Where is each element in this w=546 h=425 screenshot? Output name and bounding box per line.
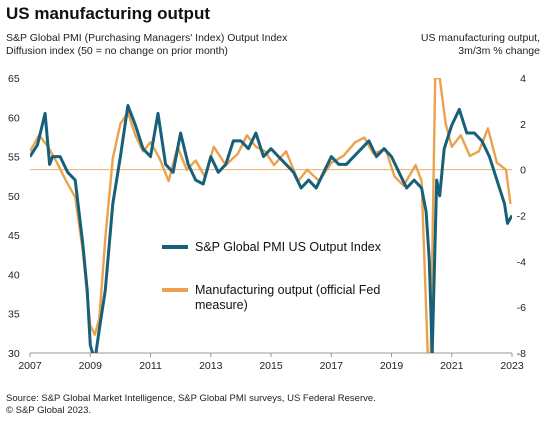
x-tick-label: 2007 bbox=[18, 360, 42, 372]
copyright-line: © S&P Global 2023. bbox=[6, 405, 91, 416]
left-y-tick-label: 55 bbox=[8, 152, 20, 164]
x-tick-label: 2017 bbox=[320, 360, 344, 372]
right-y-tick-label: -8 bbox=[517, 348, 526, 360]
x-tick-label: 2019 bbox=[380, 360, 404, 372]
left-y-tick-label: 45 bbox=[8, 230, 20, 242]
right-y-tick-label: -2 bbox=[517, 211, 526, 223]
x-tick-label: 2023 bbox=[500, 360, 524, 372]
x-tick-label: 2015 bbox=[259, 360, 283, 372]
right-y-tick-label: -4 bbox=[517, 256, 526, 268]
x-tick-label: 2011 bbox=[139, 360, 162, 372]
left-y-tick-label: 35 bbox=[8, 309, 20, 321]
right-axis-subtitle: US manufacturing output, 3m/3m % change bbox=[421, 32, 540, 58]
x-tick-label: 2009 bbox=[79, 360, 103, 372]
source-note: Source: S&P Global Market Intelligence, … bbox=[6, 393, 376, 417]
x-tick-label: 2013 bbox=[199, 360, 223, 372]
source-line: Source: S&P Global Market Intelligence, … bbox=[6, 393, 376, 404]
legend-label-pmi: S&P Global PMI US Output Index bbox=[195, 240, 382, 254]
left-y-tick-label: 60 bbox=[8, 112, 20, 124]
left-subtitle-line-2: Diffusion index (50 = no change on prior… bbox=[6, 45, 228, 57]
right-subtitle-line-2: 3m/3m % change bbox=[458, 45, 540, 57]
right-subtitle-line-1: US manufacturing output, bbox=[420, 32, 540, 44]
right-y-tick-label: -6 bbox=[517, 302, 526, 314]
legend-label-output: Manufacturing output (official Fed measur… bbox=[195, 283, 380, 312]
left-axis-subtitle: S&P Global PMI (Purchasing Managers' Ind… bbox=[6, 32, 287, 58]
right-y-tick-label: 0 bbox=[520, 165, 526, 177]
left-y-tick-label: 40 bbox=[8, 269, 20, 281]
right-y-tick-label: 2 bbox=[520, 119, 526, 131]
left-y-tick-label: 65 bbox=[8, 73, 20, 85]
left-y-tick-label: 30 bbox=[8, 348, 20, 360]
x-tick-label: 2021 bbox=[440, 360, 464, 372]
left-y-tick-label: 50 bbox=[8, 191, 20, 203]
left-subtitle-line-1: S&P Global PMI (Purchasing Managers' Ind… bbox=[6, 32, 288, 44]
chart-title: US manufacturing output bbox=[6, 4, 210, 23]
right-y-tick-label: 4 bbox=[520, 73, 526, 85]
series-line-pmi-output-index bbox=[30, 104, 512, 353]
